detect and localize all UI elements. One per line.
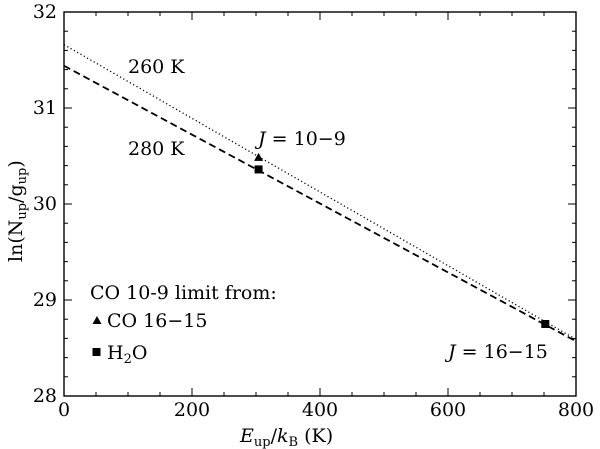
data-point-square	[541, 320, 550, 328]
markers-layer	[254, 152, 550, 328]
legend-item-h2o: H2O	[107, 342, 147, 367]
annotation-j16: J = 16−15	[444, 341, 548, 363]
legend: CO 10-9 limit from: CO 16−15 H2O	[90, 282, 277, 367]
legend-square-marker	[92, 348, 101, 356]
legend-title: CO 10-9 limit from:	[90, 282, 277, 304]
x-tick-label: 800	[558, 399, 594, 421]
x-tick-label: 400	[302, 399, 338, 421]
data-point-triangle	[254, 152, 264, 161]
y-axis-label: ln(Nup/gup)	[5, 160, 30, 262]
y-tick-label: 31	[33, 97, 57, 119]
series-line-dashed	[63, 64, 577, 343]
legend-item-co: CO 16−15	[107, 310, 207, 332]
x-axis-label: Eup/kB (K)	[239, 425, 333, 449]
legend-triangle-marker	[92, 316, 102, 324]
x-tick-label: 200	[174, 399, 210, 421]
annotation-260k: 260 K	[128, 56, 185, 78]
data-point-square	[254, 165, 263, 174]
annotation-j10: J = 10−9	[254, 128, 346, 150]
series-layer	[63, 44, 577, 343]
y-tick-label: 29	[33, 289, 57, 311]
x-tick-label: 0	[58, 399, 70, 421]
y-tick-label: 32	[33, 1, 57, 23]
y-label-pre: ln(N	[5, 220, 27, 262]
ticks	[64, 12, 576, 396]
y-tick-label: 30	[33, 193, 57, 215]
x-tick-label: 600	[430, 399, 466, 421]
annotation-280k: 280 K	[128, 138, 185, 160]
y-tick-label: 28	[33, 385, 57, 407]
